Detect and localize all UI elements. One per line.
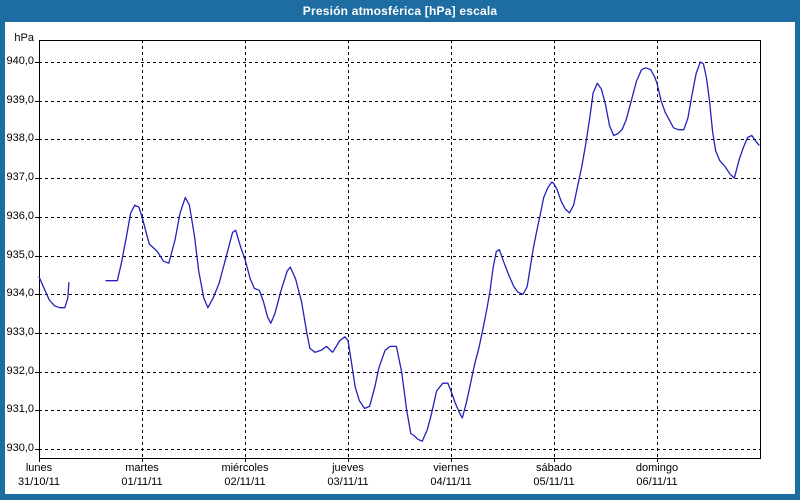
pressure-line <box>105 61 760 442</box>
chart-title-bar: Presión atmosférica [hPa] escala <box>0 0 800 22</box>
chart-svg <box>35 40 761 462</box>
chart-area: hPa 940,0 939,0 938,0 937,0 936,0 935,0 934,0 9… <box>5 22 795 494</box>
pressure-line <box>38 276 70 309</box>
plot-border <box>39 40 761 459</box>
chart-title: Presión atmosférica [hPa] escala <box>302 4 498 18</box>
